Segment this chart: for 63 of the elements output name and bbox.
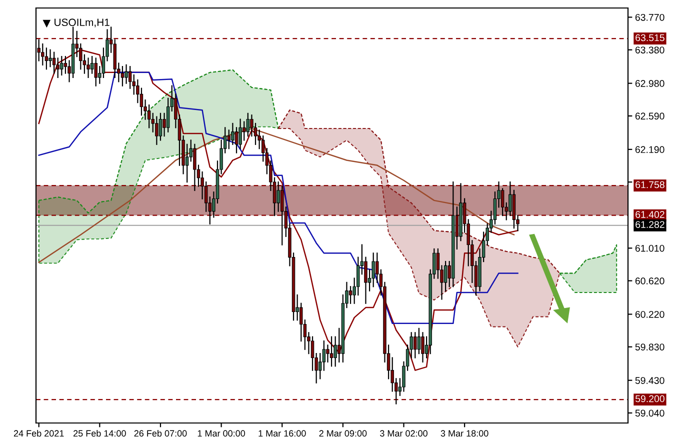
candlestick	[128, 66, 132, 89]
candlestick	[414, 332, 417, 358]
x-tick-label: 3 Mar 02:00	[380, 430, 428, 437]
candlestick	[86, 58, 90, 78]
candlestick	[417, 328, 421, 354]
y-tick-label: 61.010	[635, 244, 664, 252]
y-tick-label: 60.220	[635, 310, 664, 318]
y-tick-label: 59.830	[635, 344, 664, 350]
line-series	[38, 72, 518, 324]
candlestick	[234, 127, 238, 154]
candlestick	[372, 252, 375, 288]
candlestick	[120, 66, 124, 86]
candlestick	[193, 144, 196, 191]
x-tick-label: 2 Mar 09:00	[319, 430, 367, 437]
candlestick	[231, 122, 234, 145]
ref-line-label: 59.200	[635, 395, 664, 402]
y-tick-label: 63.770	[635, 14, 664, 21]
candlestick	[94, 58, 98, 86]
y-tick-label: 60.620	[635, 277, 664, 284]
candlestick	[348, 286, 352, 304]
candlestick	[242, 121, 246, 141]
text: USOILm,H1	[54, 18, 110, 28]
y-tick-label: 62.980	[635, 80, 664, 87]
candlestick	[158, 112, 162, 141]
candlestick	[140, 88, 144, 116]
candlestick	[330, 336, 334, 367]
ref-line-label: 61.758	[636, 181, 664, 188]
y-tick-label: 62.190	[635, 146, 664, 154]
candlestick	[41, 43, 44, 66]
ref-line-label: 61.402	[636, 211, 664, 218]
candlestick	[246, 112, 250, 137]
y-tick-label: 62.590	[635, 112, 664, 120]
ref-line-label: 63.515	[636, 34, 664, 42]
x-tick-label: 24 Feb 2021	[14, 430, 64, 437]
candlestick	[44, 48, 48, 70]
y-tick-label: 63.380	[635, 46, 664, 54]
candlestick	[166, 98, 170, 132]
line-series	[278, 110, 560, 274]
candlestick	[90, 56, 94, 74]
line-series	[38, 69, 279, 214]
candlestick	[155, 116, 158, 145]
y-tick-label: 59.430	[635, 377, 664, 384]
line-series	[559, 244, 618, 274]
candlestick	[52, 52, 56, 74]
x-tick-label: 26 Feb 07:00	[134, 430, 187, 437]
candlestick	[421, 332, 424, 362]
candlestick	[227, 130, 231, 150]
candlestick	[508, 181, 512, 216]
x-tick-label: 1 Mar 00:00	[198, 430, 246, 437]
candlestick	[60, 56, 64, 76]
candlestick	[280, 186, 284, 246]
x-tick-label: 1 Mar 16:00	[258, 430, 306, 437]
candlestick	[276, 181, 280, 212]
x-tick-label: 25 Feb 14:00	[74, 430, 126, 437]
candlestick	[124, 64, 128, 84]
x-tick-label: 3 Mar 18:00	[440, 430, 488, 437]
candlestick	[185, 144, 189, 183]
candlestick	[238, 118, 242, 150]
y-tick-label: 59.040	[635, 410, 664, 417]
candlestick	[322, 340, 326, 371]
candlestick	[48, 49, 52, 68]
ref-line-label: 61.282	[636, 221, 664, 228]
candlestick	[310, 336, 314, 371]
